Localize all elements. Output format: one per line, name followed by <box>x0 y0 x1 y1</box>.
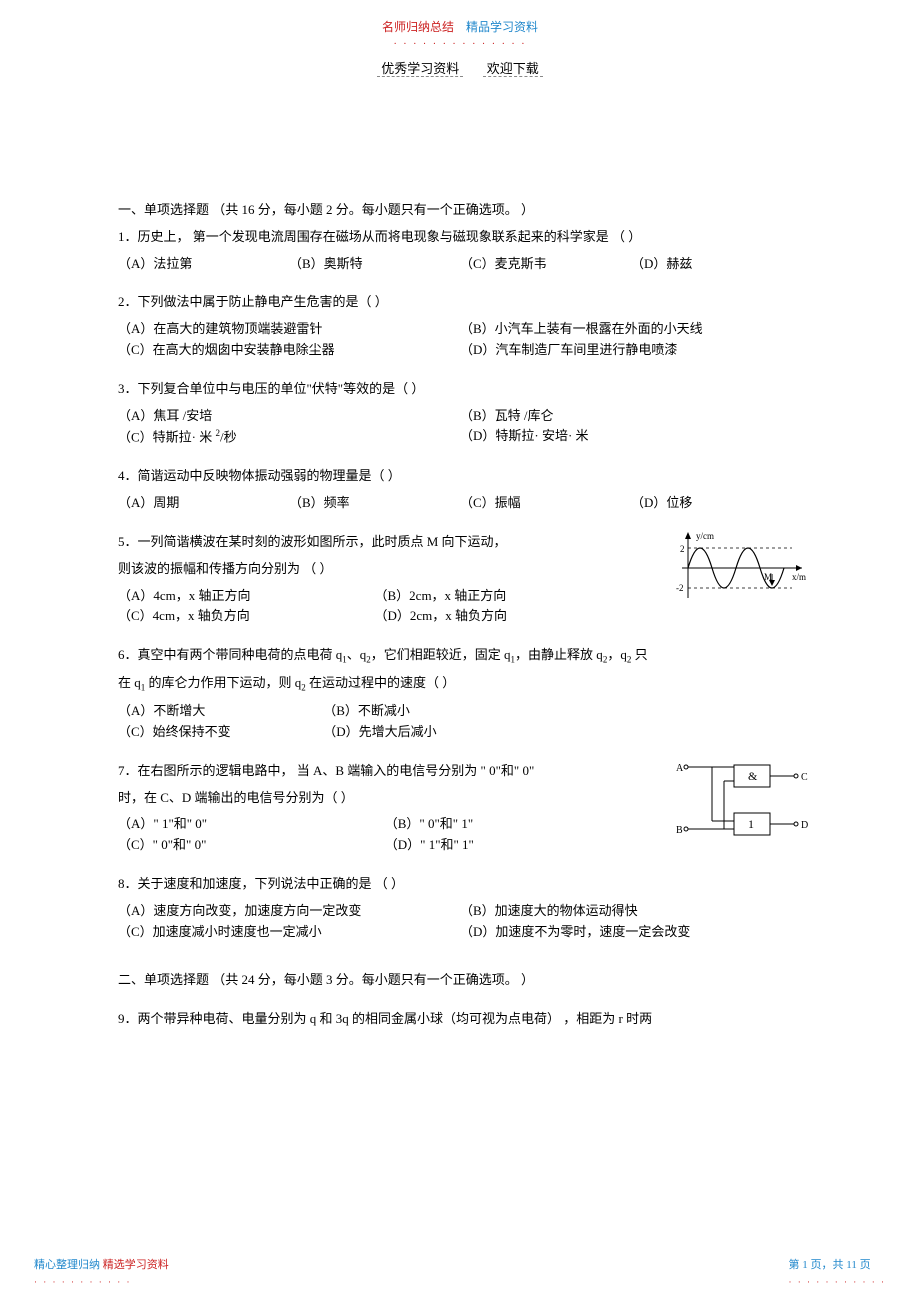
q6-options: （A）不断增大 （B）不断减小 （C）始终保持不变 （D）先增大后减小 <box>118 701 528 743</box>
q5-opt-a: （A）4cm，x 轴正方向 <box>118 586 375 607</box>
page-header: 名师归纳总结 精品学习资料 <box>0 0 920 37</box>
q7-opt-c: （C）" 0"和" 0" <box>118 835 385 856</box>
section2-heading: 二、单项选择题 （共 24 分，每小题 3 分。每小题只有一个正确选项。 ） <box>118 970 802 991</box>
q6s1c: ，它们相距较近，固定 q <box>371 647 511 662</box>
q1-opt-a: （A）法拉第 <box>118 254 289 275</box>
wave-ytick1: 2 <box>680 544 685 554</box>
q7-options: （A）" 1"和" 0" （B）" 0"和" 1" （C）" 0"和" 0" （… <box>118 814 652 856</box>
q8-opt-d: （D）加速度不为零时，速度一定会改变 <box>460 922 802 943</box>
q3-opt-d: （D）特斯拉· 安培· 米 <box>460 426 802 448</box>
logic-figure: A B & C 1 D <box>676 757 808 845</box>
q1-opt-c: （C）麦克斯韦 <box>460 254 631 275</box>
q2-opt-a: （A）在高大的建筑物顶端装避雷针 <box>118 319 460 340</box>
header-dots: · · · · · · · · · · · · · · <box>0 37 920 53</box>
q6s2b: 的库仑力作用下运动，则 q <box>145 675 301 690</box>
q7-opt-d: （D）" 1"和" 1" <box>385 835 652 856</box>
q2-stem: 2．下列做法中属于防止静电产生危害的是（ ） <box>118 292 802 313</box>
footer-right: 第 1 页，共 11 页 · · · · · · · · · · · <box>789 1257 886 1289</box>
q6-opt-c: （C）始终保持不变 <box>118 722 323 743</box>
wave-ytick2: -2 <box>676 583 684 593</box>
q6s1a: 6．真空中有两个带同种电荷的点电荷 q <box>118 647 342 662</box>
q1-stem: 1．历史上， 第一个发现电流周围存在磁场从而将电现象与磁现象联系起来的科学家是 … <box>118 227 802 248</box>
q4: 4．简谐运动中反映物体振动强弱的物理量是（ ） （A）周期 （B）频率 （C）振… <box>118 466 802 514</box>
q1-options: （A）法拉第 （B）奥斯特 （C）麦克斯韦 （D）赫兹 <box>118 254 802 275</box>
q4-opt-d: （D）位移 <box>631 493 802 514</box>
q5-opt-d: （D）2cm，x 轴负方向 <box>375 606 632 627</box>
q5-opt-b: （B）2cm，x 轴正方向 <box>375 586 632 607</box>
q6s1d: ，由静止释放 q <box>515 647 603 662</box>
sub-left: 优秀学习资料 <box>377 61 463 77</box>
q3: 3．下列复合单位中与电压的单位"伏特"等效的是（ ） （A）焦耳 /安培 （B）… <box>118 379 802 449</box>
q7: 7．在右图所示的逻辑电路中， 当 A、B 端输入的电信号分别为 " 0"和" 0… <box>118 761 802 856</box>
q3-options: （A）焦耳 /安培 （B）瓦特 /库仑 （C）特斯拉· 米 2/秒 （D）特斯拉… <box>118 406 802 449</box>
section-1-heading: 一、单项选择题 （共 16 分，每小题 2 分。每小题只有一个正确选项。 ） 1… <box>118 200 802 274</box>
footer-dots-right: · · · · · · · · · · · <box>789 1275 886 1289</box>
q8-opt-b: （B）加速度大的物体运动得快 <box>460 901 802 922</box>
sub-right: 欢迎下载 <box>483 61 543 77</box>
q8: 8．关于速度和加速度，下列说法中正确的是 （ ） （A）速度方向改变，加速度方向… <box>118 874 802 942</box>
q6s1f: 只 <box>631 647 647 662</box>
footer-dots-left: · · · · · · · · · · · <box>34 1275 169 1289</box>
q4-opt-b: （B）频率 <box>289 493 460 514</box>
q2: 2．下列做法中属于防止静电产生危害的是（ ） （A）在高大的建筑物顶端装避雷针 … <box>118 292 802 360</box>
q6s2a: 在 q <box>118 675 141 690</box>
q9-stem: 9．两个带异种电荷、电量分别为 q 和 3q 的相同金属小球（均可视为点电荷） … <box>118 1009 802 1030</box>
q4-stem: 4．简谐运动中反映物体振动强弱的物理量是（ ） <box>118 466 802 487</box>
q6-opt-a: （A）不断增大 <box>118 701 323 722</box>
logic-b: B <box>676 825 683 836</box>
content-body: 一、单项选择题 （共 16 分，每小题 2 分。每小题只有一个正确选项。 ） 1… <box>0 80 920 1030</box>
q3-stem: 3．下列复合单位中与电压的单位"伏特"等效的是（ ） <box>118 379 802 400</box>
q8-stem: 8．关于速度和加速度，下列说法中正确的是 （ ） <box>118 874 802 895</box>
page-footer: 精心整理归纳 精选学习资料 · · · · · · · · · · · 第 1 … <box>0 1257 920 1289</box>
q4-opt-a: （A）周期 <box>118 493 289 514</box>
q3-opt-c: （C）特斯拉· 米 2/秒 <box>118 426 460 448</box>
footer-right-text: 第 1 页，共 11 页 <box>789 1259 871 1271</box>
q6-opt-d: （D）先增大后减小 <box>323 722 528 743</box>
sub-header: 优秀学习资料 欢迎下载 <box>0 59 920 80</box>
section-heading-text: 一、单项选择题 （共 16 分，每小题 2 分。每小题只有一个正确选项。 ） <box>118 200 802 221</box>
wave-figure: y/cm x/m 2 -2 M <box>672 528 812 608</box>
q3-opt-a: （A）焦耳 /安培 <box>118 406 460 427</box>
q2-opt-d: （D）汽车制造厂车间里进行静电喷漆 <box>460 340 802 361</box>
footer-left-b: 精选学习资料 <box>103 1259 169 1271</box>
q2-opt-c: （C）在高大的烟囱中安装静电除尘器 <box>118 340 460 361</box>
header-part-2: 精品学习资料 <box>466 20 538 34</box>
section-2: 二、单项选择题 （共 24 分，每小题 3 分。每小题只有一个正确选项。 ） <box>118 970 802 991</box>
logic-c: C <box>801 772 808 783</box>
q1-opt-b: （B）奥斯特 <box>289 254 460 275</box>
q3-opt-b: （B）瓦特 /库仑 <box>460 406 802 427</box>
q6s1e: ，q <box>607 647 627 662</box>
q5-options: （A）4cm，x 轴正方向 （B）2cm，x 轴正方向 （C）4cm，x 轴负方… <box>118 586 631 628</box>
header-part-1: 名师归纳总结 <box>382 20 454 34</box>
q5: 5．一列简谐横波在某时刻的波形如图所示，此时质点 M 向下运动， 则该波的振幅和… <box>118 532 802 627</box>
footer-left: 精心整理归纳 精选学习资料 · · · · · · · · · · · <box>34 1257 169 1289</box>
logic-and: & <box>748 769 758 783</box>
q2-options: （A）在高大的建筑物顶端装避雷针 （B）小汽车上装有一根露在外面的小天线 （C）… <box>118 319 802 361</box>
footer-left-a: 精心整理归纳 <box>34 1259 103 1271</box>
q6-stem2: 在 q1 的库仑力作用下运动，则 q2 在运动过程中的速度（ ） <box>118 673 802 695</box>
q8-opt-a: （A）速度方向改变，加速度方向一定改变 <box>118 901 460 922</box>
q7-opt-a: （A）" 1"和" 0" <box>118 814 385 835</box>
q6-opt-b: （B）不断减小 <box>323 701 528 722</box>
q2-opt-b: （B）小汽车上装有一根露在外面的小天线 <box>460 319 802 340</box>
q9: 9．两个带异种电荷、电量分别为 q 和 3q 的相同金属小球（均可视为点电荷） … <box>118 1009 802 1030</box>
q6s2c: 在运动过程中的速度（ ） <box>306 675 456 690</box>
logic-a: A <box>676 763 684 774</box>
q4-options: （A）周期 （B）频率 （C）振幅 （D）位移 <box>118 493 802 514</box>
q3c-post: /秒 <box>220 430 237 445</box>
q8-options: （A）速度方向改变，加速度方向一定改变 （B）加速度大的物体运动得快 （C）加速… <box>118 901 802 943</box>
q3c-pre: （C）特斯拉· 米 <box>118 430 216 445</box>
logic-one: 1 <box>748 817 754 831</box>
q6s1b: 、q <box>347 647 367 662</box>
wave-ylabel: y/cm <box>696 531 714 541</box>
q8-opt-c: （C）加速度减小时速度也一定减小 <box>118 922 460 943</box>
q5-opt-c: （C）4cm，x 轴负方向 <box>118 606 375 627</box>
q4-opt-c: （C）振幅 <box>460 493 631 514</box>
q6: 6．真空中有两个带同种电荷的点电荷 q1、q2，它们相距较近，固定 q1，由静止… <box>118 645 802 743</box>
wave-xlabel: x/m <box>792 572 806 582</box>
logic-d: D <box>801 820 808 831</box>
q6-stem1: 6．真空中有两个带同种电荷的点电荷 q1、q2，它们相距较近，固定 q1，由静止… <box>118 645 802 667</box>
q1-opt-d: （D）赫兹 <box>631 254 802 275</box>
q7-opt-b: （B）" 0"和" 1" <box>385 814 652 835</box>
